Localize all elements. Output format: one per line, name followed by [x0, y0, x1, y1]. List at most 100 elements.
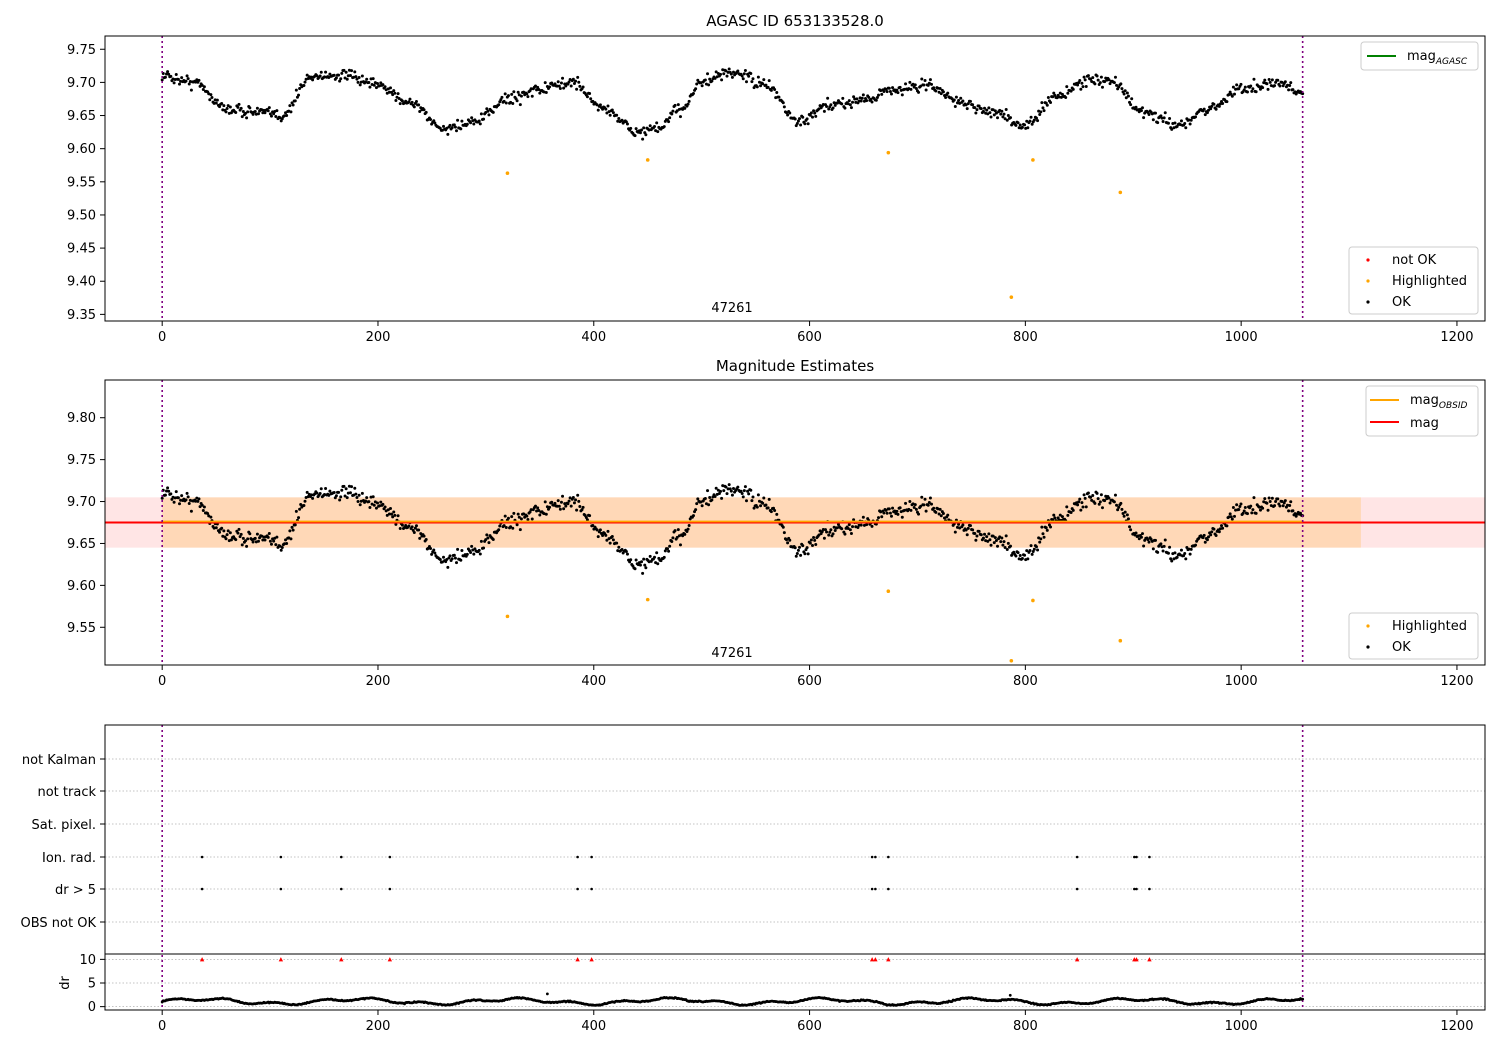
- ok-point-1014: [1257, 85, 1261, 89]
- ok2-point-945: [1183, 551, 1187, 555]
- panel-flags-vlines: [161, 725, 1304, 1010]
- ok2-point-169: [343, 494, 347, 498]
- flag-point-1-11: [1135, 887, 1138, 891]
- ok-point-244: [424, 110, 428, 114]
- ok2-point-842: [1071, 508, 1075, 512]
- flag-row-label-3: Ion. rad.: [42, 851, 96, 866]
- ok2-point-759: [981, 536, 985, 540]
- ok-point-775: [999, 112, 1003, 116]
- ok2-point-5: [166, 486, 170, 490]
- ok2-point-477: [676, 528, 680, 532]
- ok-point-114: [284, 111, 288, 115]
- ok2-point-511: [713, 494, 717, 498]
- ok2-point-131: [302, 503, 306, 507]
- ok2-point-799: [1025, 549, 1029, 553]
- ok2-point-324: [511, 526, 515, 530]
- panel-magnitude-x-ticks-label-0: 0: [158, 674, 166, 689]
- ok2-point-277: [460, 549, 464, 553]
- highlighted2-point-1: [645, 597, 650, 602]
- ok-point-602: [812, 109, 816, 113]
- ok-point-546: [751, 77, 755, 81]
- panel-magnitude-line-legend[interactable]: magOBSID mag: [1365, 385, 1479, 437]
- ok-point-354: [543, 81, 547, 85]
- ok-point-665: [880, 92, 884, 96]
- ok2-point-15: [176, 496, 180, 500]
- ok2-point-847: [1077, 500, 1081, 504]
- ok-point-881: [1113, 75, 1117, 79]
- ok-point-447: [644, 133, 648, 137]
- ok-point-320: [506, 94, 510, 98]
- ok-point-420: [615, 113, 619, 117]
- ok2-point-249: [430, 552, 434, 556]
- ok-point-483: [683, 106, 687, 110]
- ok-point-282: [465, 122, 469, 126]
- ok2-point-238: [418, 536, 422, 540]
- ok-point-210: [387, 90, 391, 94]
- ok2-point-465: [663, 549, 667, 553]
- panel-agasc-line-legend[interactable]: magAGASC: [1360, 41, 1479, 71]
- ok2-point-376: [567, 499, 571, 503]
- ok2-point-366: [556, 499, 560, 503]
- ok2-point-893: [1126, 517, 1130, 521]
- ok2-point-814: [1041, 532, 1045, 536]
- ok2-point-487: [687, 524, 691, 528]
- ok2-point-737: [958, 526, 962, 530]
- panel-agasc-x-ticks-label-4: 800: [1013, 330, 1038, 345]
- ok-point-15: [176, 77, 180, 81]
- ok2-point-592: [801, 544, 805, 548]
- ok2-point-60: [225, 533, 229, 537]
- ok-point-795: [1020, 125, 1024, 129]
- ok-point-264: [446, 132, 450, 136]
- ok-point-8: [169, 74, 173, 78]
- ok-point-752: [974, 111, 978, 115]
- ok2-point-1035: [1280, 500, 1284, 504]
- ok2-point-751: [973, 531, 977, 535]
- ok-point-251: [432, 119, 436, 123]
- ok2-point-586: [794, 554, 798, 558]
- ok-point-675: [891, 86, 895, 90]
- ok-point-266: [448, 123, 452, 127]
- ok-point-405: [598, 103, 602, 107]
- ok2-point-862: [1093, 501, 1097, 505]
- ok-point-887: [1120, 87, 1124, 91]
- ok-point-411: [605, 111, 609, 115]
- ok2-point-316: [502, 524, 506, 528]
- panel-flags-frame: [104, 724, 1486, 1011]
- flag-row-label-1: not track: [37, 785, 96, 800]
- ok-point-628: [840, 102, 844, 106]
- ok2-point-464: [662, 555, 666, 559]
- ok-point-94: [262, 108, 266, 112]
- highlighted-point-0: [505, 171, 510, 175]
- ok-point-314: [500, 95, 504, 99]
- ok-point-653: [867, 95, 871, 99]
- ok2-point-528: [732, 487, 736, 491]
- ok2-point-237: [417, 528, 421, 532]
- ok2-point-38: [201, 508, 205, 512]
- ok-point-169: [343, 76, 347, 80]
- ok2-point-244: [424, 538, 428, 542]
- panel-agasc-legend[interactable]: not OK Highlighted OK: [1348, 246, 1479, 315]
- ok2-point-368: [558, 507, 562, 511]
- ok2-point-596: [805, 546, 809, 550]
- ok2-point-1036: [1281, 504, 1285, 508]
- ok-point-782: [1006, 114, 1010, 118]
- ok2-point-979: [1220, 524, 1224, 528]
- ok-point-306: [491, 110, 495, 114]
- ok-point-468: [667, 120, 671, 124]
- panel-flags-grid: [100, 758, 1485, 1008]
- dr-ytick-label-0: 0: [88, 1000, 96, 1015]
- ok2-point-139: [311, 496, 315, 500]
- ok2-point-94: [262, 535, 266, 539]
- ok-point-819: [1046, 95, 1050, 99]
- panel-agasc-x-ticks-label-6: 1200: [1440, 330, 1473, 345]
- ok2-point-864: [1095, 491, 1099, 495]
- ok-point-171: [345, 77, 349, 81]
- flag-row-label-5: OBS not OK: [21, 916, 97, 931]
- ok2-point-988: [1229, 515, 1233, 519]
- ok-point-612: [822, 109, 826, 113]
- panel-magnitude-legend[interactable]: Highlighted OK: [1348, 612, 1479, 660]
- ok-point-842: [1071, 87, 1075, 91]
- ok2-point-124: [294, 509, 298, 513]
- ok2-point-628: [840, 527, 844, 531]
- ok2-point-547: [752, 506, 756, 510]
